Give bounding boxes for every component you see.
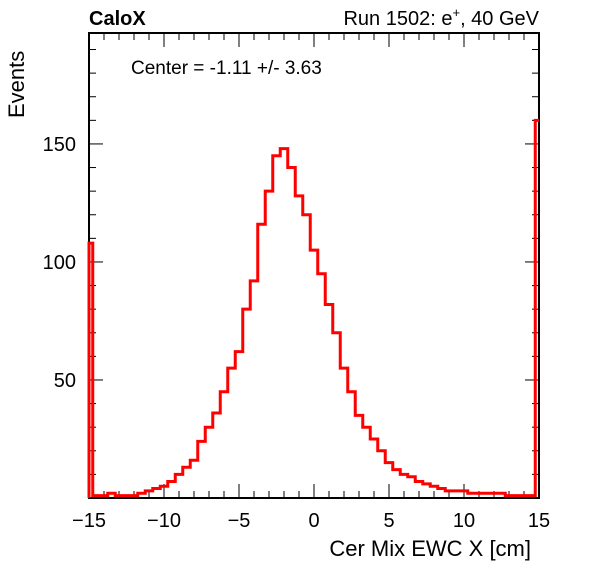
x-tick-label: 0 [308,510,319,532]
axis-ticks [88,33,540,498]
x-tick-label: 5 [383,510,394,532]
axis-tick-labels: −15 −10 −5 0 5 10 15 50 100 150 [43,134,551,532]
x-tick-label: 10 [453,510,475,532]
x-tick-label: −5 [228,510,251,532]
plot-frame [88,32,540,499]
x-tick-label: −15 [72,510,106,532]
x-axis-title: Cer Mix EWC X [cm] [329,536,531,561]
x-tick-label: −10 [147,510,181,532]
y-tick-label: 150 [43,134,76,156]
y-axis-title: Events [4,51,29,118]
y-tick-label: 100 [43,252,76,274]
y-tick-label: 50 [54,370,76,392]
run-label: Run 1502: e+, 40 GeV [343,5,539,30]
center-stat-text: Center = -1.11 +/- 3.63 [131,58,322,79]
x-tick-label: 15 [528,510,550,532]
series-layer [87,118,539,498]
histogram-series-0 [87,118,539,498]
experiment-label: CaloX [89,8,146,30]
